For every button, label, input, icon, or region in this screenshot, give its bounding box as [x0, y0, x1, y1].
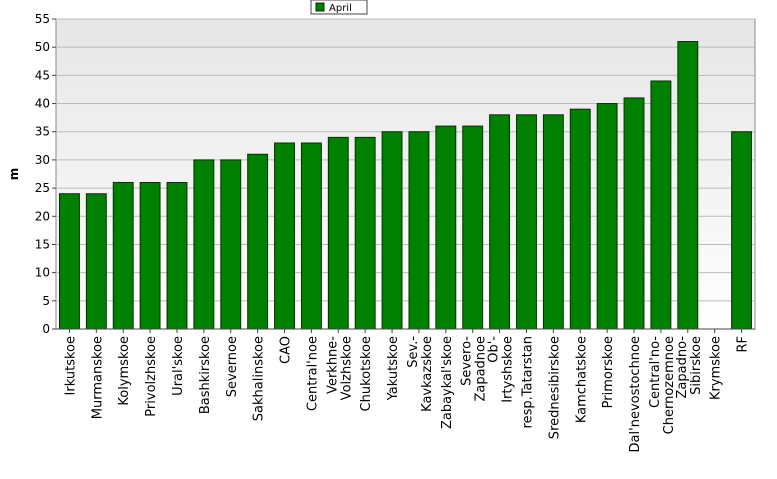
bar [139, 181, 161, 330]
bar [112, 181, 134, 330]
bar [569, 108, 591, 330]
y-tick-label: 20 [35, 209, 50, 223]
y-tick-label: 10 [35, 266, 50, 280]
y-tick-label: 45 [35, 68, 50, 82]
bar [435, 125, 457, 330]
x-tick-label: Zabaykal'skoe [440, 336, 455, 429]
bar [327, 136, 349, 330]
bar [408, 131, 430, 330]
plot-area [55, 18, 756, 330]
legend-swatch [315, 2, 325, 12]
x-tick-label: Central'no-Chernozemnoe [648, 336, 677, 435]
y-tick-label: 40 [35, 97, 50, 111]
bar [274, 142, 295, 330]
bar [596, 103, 618, 330]
bar [462, 125, 484, 330]
x-tick-label: RF [736, 336, 751, 353]
bar [381, 131, 403, 330]
bar [650, 80, 672, 330]
bar [542, 114, 564, 330]
bar [85, 193, 107, 330]
y-tick-label: 5 [42, 294, 50, 308]
x-tick-label: CAO [279, 336, 294, 364]
y-axis-label: m [7, 168, 21, 181]
y-tick-label: 15 [35, 237, 50, 251]
bar [247, 153, 269, 330]
y-tick-label: 30 [35, 153, 50, 167]
bar [516, 114, 537, 330]
y-tick-label: 25 [35, 181, 50, 195]
x-tick-label: Severnoe [225, 336, 240, 397]
x-tick-label: Sev.-Kavkazskoe [406, 336, 435, 412]
legend-label: April [329, 3, 352, 14]
x-tick-label: Krymskoe [709, 336, 724, 400]
x-tick-label: Verkhne-Volzhskoe [325, 336, 354, 401]
legend-box [310, 0, 368, 15]
x-tick-label: Central'noe [305, 336, 320, 411]
x-tick-label: Chukotskoe [359, 336, 374, 411]
bar [166, 181, 188, 330]
bar [354, 136, 376, 330]
x-tick-label: Kamchatskoe [574, 336, 589, 423]
bar [731, 131, 753, 330]
x-tick-label: Zapadno-Sibirskoe [675, 336, 704, 399]
x-tick-label: resp.Tatarstan [520, 336, 535, 428]
x-tick-label: Primorskoe [601, 336, 616, 408]
y-tick-label: 55 [35, 12, 50, 26]
legend: April [310, 0, 368, 15]
bar [58, 193, 80, 330]
bar [677, 41, 699, 330]
bar [489, 114, 511, 330]
bar [623, 97, 645, 330]
x-tick-label: Bashkirskoe [198, 336, 213, 414]
bar [193, 159, 215, 330]
y-tick-label: 35 [35, 125, 50, 139]
x-tick-label: Kolymskoe [117, 336, 132, 406]
bar [300, 142, 322, 330]
x-tick-label: Privolzhskoe [144, 336, 159, 417]
x-tick-label: Irkutskoe [63, 336, 78, 395]
bar [220, 159, 242, 330]
x-tick-label: Murmanskoe [90, 336, 105, 419]
x-tick-label: Ural'skoe [171, 336, 186, 396]
x-tick-label: Srednesibirskoe [547, 336, 562, 439]
x-tick-label: Dal'nevostochnoe [628, 336, 643, 452]
x-tick-label: Sakhalinskoe [252, 336, 267, 421]
x-tick-label: Severo-Zapadnoe [460, 336, 489, 402]
y-tick-label: 0 [42, 322, 50, 336]
x-tick-label: Yakutskoe [386, 336, 401, 401]
x-tick-label: Ob'-Irtyshskoe [487, 336, 516, 403]
y-tick-label: 50 [35, 40, 50, 54]
